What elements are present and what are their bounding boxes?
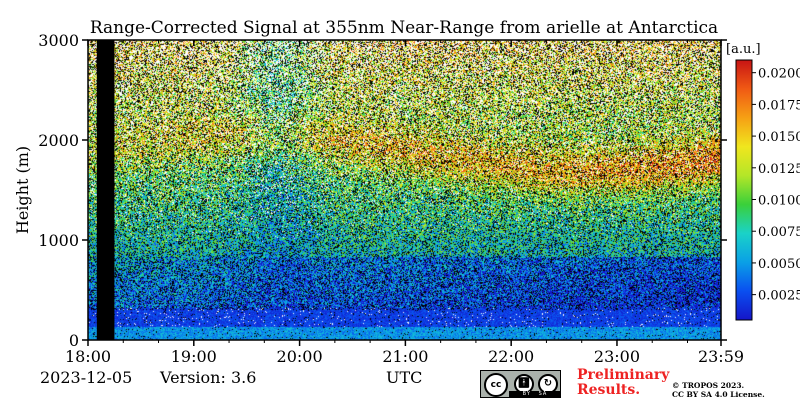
x-tick-label: 18:00 — [65, 347, 111, 366]
signal-heatmap — [88, 40, 721, 340]
y-tick-label: 2000 — [38, 131, 79, 150]
x-tick-label: 19:00 — [171, 347, 217, 366]
cc-icon: cc — [484, 373, 508, 397]
x-tick-label: 21:00 — [382, 347, 428, 366]
x-axis: 18:00 19:00 20:00 21:00 22:00 23:00 23:59 — [65, 40, 744, 366]
y-tick-label: 0 — [69, 331, 79, 350]
colorbar-tick-label: 0.0150 — [758, 130, 800, 145]
colorbar-tick-label: 0.0175 — [758, 98, 800, 113]
colorbar-unit: [a.u.] — [726, 42, 761, 57]
y-tick-label: 1000 — [38, 231, 79, 250]
colorbar-tick-label: 0.0050 — [758, 257, 800, 272]
y-axis: 0 1000 2000 3000 — [38, 31, 727, 350]
x-axis-label: UTC — [386, 368, 423, 387]
date-label: 2023-12-05 — [40, 368, 133, 387]
cc-license-badge: cc 🚹︎ ↻ BY SA — [480, 370, 561, 398]
chart-title: Range-Corrected Signal at 355nm Near-Ran… — [90, 18, 718, 38]
version-label: Version: 3.6 — [160, 368, 257, 387]
preliminary-results-note: Preliminary Results. — [577, 367, 670, 398]
colorbar-tick-label: 0.0100 — [758, 194, 800, 209]
y-axis-label: Height (m) — [13, 146, 32, 234]
y-tick-label: 3000 — [38, 31, 79, 50]
x-tick-label: 23:59 — [698, 347, 744, 366]
plot-frame — [87, 39, 722, 341]
cc-by-sa-strip: BY SA — [509, 391, 561, 397]
colorbar-tick-label: 0.0075 — [758, 225, 800, 240]
x-tick-label: 22:00 — [488, 347, 534, 366]
colorbar-tick-label: 0.0125 — [758, 162, 800, 177]
plot-area — [87, 39, 722, 341]
colorbar-tick-label: 0.0025 — [758, 289, 800, 304]
x-tick-label: 23:00 — [594, 347, 640, 366]
colorbar-scale — [735, 59, 753, 321]
colorbar: [a.u.] 0.0025 0.0050 0.0075 0.0100 0.0125 0.0… — [726, 42, 800, 321]
copyright-note: © TROPOS 2023. CC BY SA 4.0 License. — [672, 381, 765, 399]
x-tick-label: 20:00 — [277, 347, 323, 366]
colorbar-tick-label: 0.0200 — [758, 67, 800, 82]
no-data-gap — [96, 40, 115, 340]
